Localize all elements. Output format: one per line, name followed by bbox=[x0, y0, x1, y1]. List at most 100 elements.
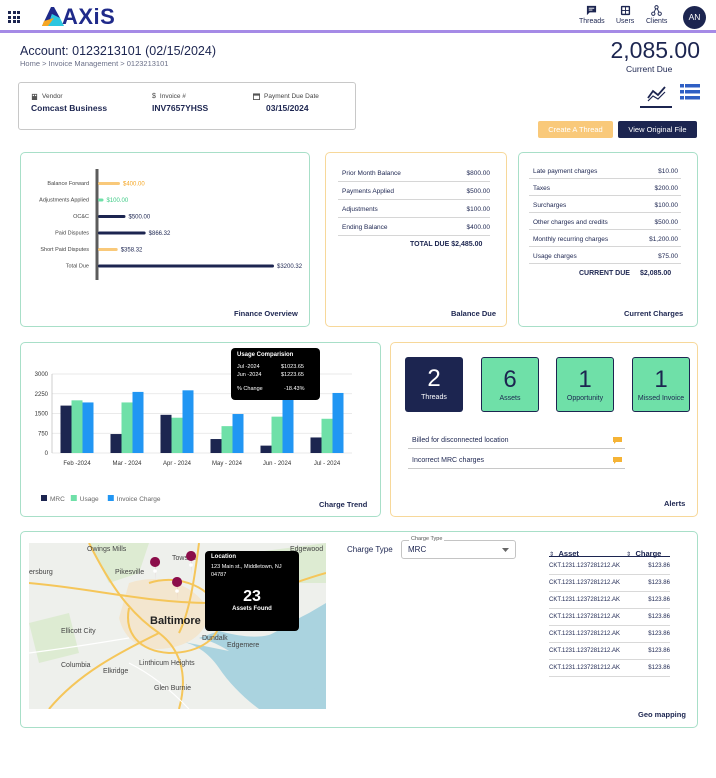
trend-bar[interactable] bbox=[132, 391, 144, 453]
sort-asset-header[interactable]: ⇕ Asset bbox=[549, 543, 579, 561]
trend-bar[interactable] bbox=[160, 414, 172, 453]
map-pin-icon[interactable] bbox=[172, 577, 183, 601]
opportunity-count: 1 bbox=[578, 366, 592, 393]
finance-bar[interactable] bbox=[98, 264, 274, 268]
vendor-label: Vendor bbox=[42, 93, 63, 101]
nav-clients[interactable]: Clients bbox=[646, 5, 667, 25]
list-view-icon[interactable] bbox=[680, 84, 700, 100]
trend-bar[interactable] bbox=[182, 390, 194, 453]
alert-item[interactable]: Incorrect MRC charges bbox=[408, 452, 625, 469]
charge-row-value: $1,200.00 bbox=[649, 236, 678, 243]
trend-bar[interactable] bbox=[232, 414, 244, 453]
table-row[interactable]: CKT.1231.1237281212.AK $123.86 bbox=[549, 592, 670, 609]
finance-category-label: Total Due bbox=[66, 264, 89, 270]
opportunity-tile[interactable]: 1 Opportunity bbox=[556, 357, 614, 412]
charge-row-value: $10.00 bbox=[658, 168, 678, 175]
view-original-file-button[interactable]: View Original File bbox=[618, 121, 697, 138]
charge-row-label: Late payment charges bbox=[533, 168, 598, 175]
trend-bar[interactable] bbox=[310, 437, 322, 453]
alert-item[interactable]: Billed for disconnected location bbox=[408, 432, 625, 449]
account-title: Account: 0123213101 (02/15/2024) bbox=[20, 44, 216, 58]
trend-bar[interactable] bbox=[332, 392, 344, 453]
trend-bar[interactable] bbox=[282, 399, 294, 453]
finance-bar[interactable] bbox=[98, 231, 146, 235]
tooltip-row-2-value: $1223.65 bbox=[281, 372, 304, 378]
trend-bar[interactable] bbox=[260, 445, 272, 453]
charge-type-select[interactable]: Charge Type MRC bbox=[401, 536, 516, 559]
legend-item[interactable]: Usage bbox=[70, 495, 99, 503]
finance-value-label: $3200.32 bbox=[277, 264, 303, 270]
legend-swatch bbox=[70, 495, 77, 501]
sort-charge-header[interactable]: ⇕ Charge bbox=[626, 543, 661, 561]
asset-id-cell: CKT.1231.1237281212.AK bbox=[549, 563, 621, 569]
finance-bar[interactable] bbox=[98, 198, 104, 202]
finance-value-label: $358.32 bbox=[121, 248, 143, 254]
user-avatar[interactable]: AN bbox=[683, 6, 706, 29]
trend-bar[interactable] bbox=[321, 418, 333, 453]
breadcrumb[interactable]: Home > Invoice Management > 0123213101 bbox=[20, 59, 169, 68]
balance-row: Ending Balance $400.00 bbox=[342, 224, 490, 231]
missed-invoice-tile-label: Missed Invoice bbox=[637, 395, 685, 402]
vendor-label-wrap: Vendor bbox=[31, 93, 63, 100]
trend-bar[interactable] bbox=[60, 405, 72, 453]
trend-bar[interactable] bbox=[171, 417, 183, 453]
trend-category-label: Apr - 2024 bbox=[163, 461, 192, 467]
charge-row-label: Usage charges bbox=[533, 253, 577, 260]
popup-asset-count: 23 bbox=[243, 588, 261, 605]
location-popup: Location 123 Main st., Middletown, NJ 04… bbox=[205, 551, 299, 631]
map-label: Pikesville bbox=[115, 569, 144, 576]
trend-bar[interactable] bbox=[71, 400, 83, 453]
finance-category-label: Balance Forward bbox=[47, 181, 89, 187]
nav-threads-label: Threads bbox=[579, 18, 605, 25]
create-thread-button[interactable]: Create A Thread bbox=[538, 121, 613, 138]
finance-overview-title: Finance Overview bbox=[234, 309, 298, 318]
trend-bar[interactable] bbox=[221, 426, 233, 453]
threads-tile[interactable]: 2 Threads bbox=[405, 357, 463, 412]
axis-logo-mark-icon bbox=[42, 7, 64, 26]
legend-item[interactable]: Invoice Charge bbox=[107, 495, 161, 503]
axis-logo[interactable]: AXiS bbox=[40, 4, 115, 29]
nav-threads[interactable]: Threads bbox=[579, 5, 605, 25]
trend-bar[interactable] bbox=[82, 402, 94, 453]
tooltip-title: Usage Comparision bbox=[237, 352, 294, 358]
trend-bar[interactable] bbox=[121, 402, 133, 453]
missed-invoice-tile[interactable]: 1 Missed Invoice bbox=[632, 357, 690, 412]
finance-overview-chart: Balance Forward $400.00 Adjustments Applie… bbox=[39, 169, 303, 280]
trend-bar[interactable] bbox=[110, 434, 122, 453]
building-icon bbox=[31, 93, 38, 100]
app-grid-icon[interactable] bbox=[8, 11, 20, 23]
finance-bar[interactable] bbox=[98, 182, 120, 185]
charge-cell: $123.86 bbox=[648, 648, 670, 654]
table-row[interactable]: CKT.1231.1237281212.AK $123.86 bbox=[549, 660, 670, 677]
table-row[interactable]: CKT.1231.1237281212.AK $123.86 bbox=[549, 626, 670, 643]
assets-tile[interactable]: 6 Assets bbox=[481, 357, 539, 412]
tooltip-row-3-value: -18.43% bbox=[284, 386, 305, 392]
charge-trend-chart: 0 750 1500 2250 3000 Feb -2024 Mar - 2024 Apr -… bbox=[35, 372, 352, 503]
trend-view-icon[interactable] bbox=[646, 82, 668, 104]
missed-invoice-count: 1 bbox=[654, 366, 668, 393]
nav-users[interactable]: Users bbox=[616, 5, 634, 25]
table-row[interactable]: CKT.1231.1237281212.AK $123.86 bbox=[549, 575, 670, 592]
table-row[interactable]: CKT.1231.1237281212.AK $123.86 bbox=[549, 643, 670, 660]
comment-icon[interactable] bbox=[613, 437, 622, 444]
map-pin-icon[interactable] bbox=[186, 551, 197, 575]
row-divider bbox=[529, 178, 681, 179]
vendor-value: Comcast Business bbox=[31, 103, 108, 113]
trend-ytick-label: 750 bbox=[38, 431, 49, 437]
map-pin-icon[interactable] bbox=[150, 557, 161, 581]
trend-ytick-label: 1500 bbox=[35, 412, 49, 418]
table-header-divider bbox=[549, 556, 670, 557]
trend-bar[interactable] bbox=[271, 416, 283, 453]
charge-row: Surcharges $100.00 bbox=[533, 202, 678, 209]
map-label: Towson bbox=[172, 555, 196, 562]
table-row[interactable]: CKT.1231.1237281212.AK $123.86 bbox=[549, 609, 670, 626]
legend-item[interactable]: MRC bbox=[41, 495, 65, 503]
table-row[interactable]: CKT.1231.1237281212.AK $123.86 bbox=[549, 558, 670, 575]
charge-trend-card: 0 750 1500 2250 3000 Feb -2024 Mar - 2024 Apr -… bbox=[20, 342, 381, 517]
comment-icon[interactable] bbox=[613, 457, 622, 464]
trend-category-label: Feb -2024 bbox=[63, 461, 91, 467]
finance-bar[interactable] bbox=[98, 248, 118, 251]
trend-bar[interactable] bbox=[210, 439, 222, 453]
due-date-label: Payment Due Date bbox=[264, 93, 319, 101]
finance-bar[interactable] bbox=[98, 215, 126, 218]
